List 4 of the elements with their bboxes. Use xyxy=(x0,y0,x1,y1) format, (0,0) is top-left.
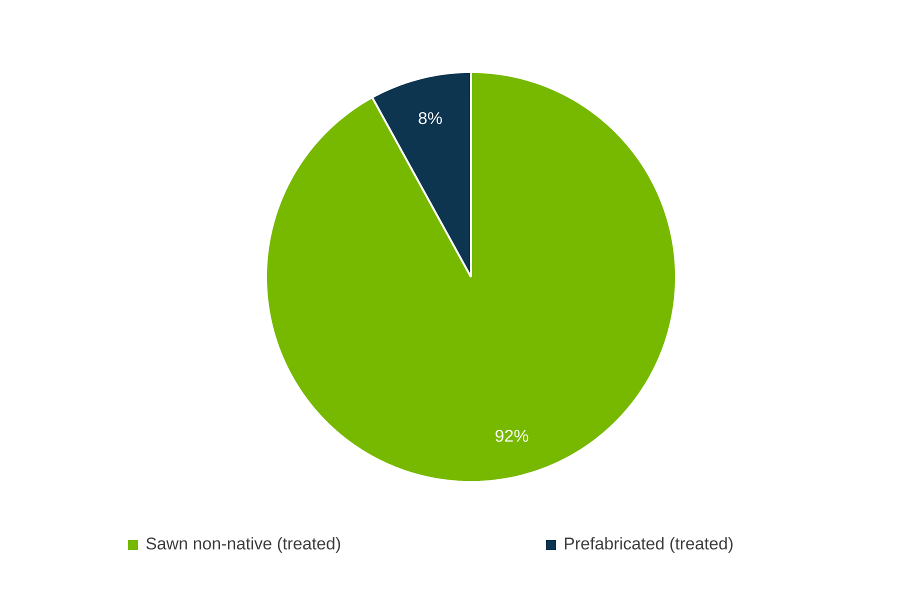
data-label: 8% xyxy=(418,112,442,124)
data-label: 92% xyxy=(496,430,528,442)
legend-label: Prefabricated (treated) xyxy=(564,537,733,553)
legend-label: Sawn non-native (treated) xyxy=(146,537,340,553)
